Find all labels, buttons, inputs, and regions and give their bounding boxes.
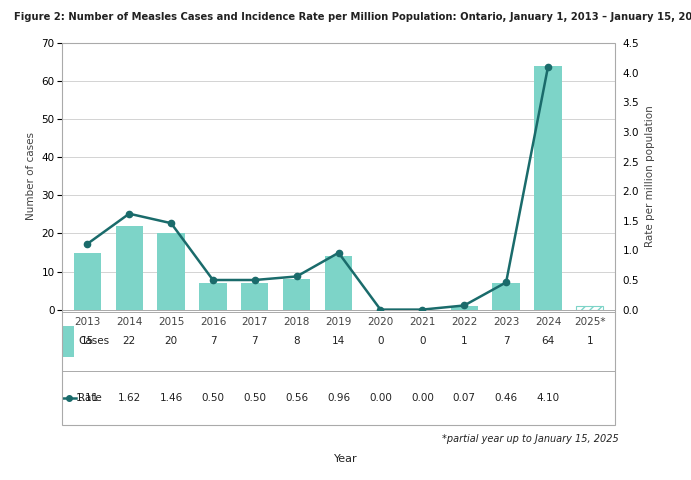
Text: 1: 1 bbox=[461, 336, 468, 347]
FancyBboxPatch shape bbox=[63, 325, 74, 357]
Text: 0.96: 0.96 bbox=[327, 393, 350, 403]
Text: 14: 14 bbox=[332, 336, 346, 347]
Text: 0.07: 0.07 bbox=[453, 393, 475, 403]
Text: 7: 7 bbox=[252, 336, 258, 347]
Text: 64: 64 bbox=[541, 336, 555, 347]
Text: 1.11: 1.11 bbox=[76, 393, 99, 403]
Text: 0.00: 0.00 bbox=[411, 393, 434, 403]
Y-axis label: Rate per million population: Rate per million population bbox=[645, 106, 655, 247]
Text: 8: 8 bbox=[294, 336, 300, 347]
Text: 7: 7 bbox=[209, 336, 216, 347]
Bar bbox=[199, 283, 227, 310]
Text: 15: 15 bbox=[81, 336, 94, 347]
Text: 0.50: 0.50 bbox=[202, 393, 225, 403]
Text: 1.62: 1.62 bbox=[117, 393, 141, 403]
Text: Year: Year bbox=[334, 454, 357, 464]
Text: Rate: Rate bbox=[78, 393, 102, 403]
Bar bbox=[74, 252, 101, 310]
Bar bbox=[325, 256, 352, 310]
Bar bbox=[576, 306, 603, 310]
Text: 0.46: 0.46 bbox=[495, 393, 518, 403]
Text: 0: 0 bbox=[419, 336, 426, 347]
Bar bbox=[534, 66, 562, 310]
Text: 0.56: 0.56 bbox=[285, 393, 308, 403]
Text: 1: 1 bbox=[587, 336, 593, 347]
Text: 0.50: 0.50 bbox=[243, 393, 266, 403]
Bar bbox=[158, 233, 184, 310]
Text: 20: 20 bbox=[164, 336, 178, 347]
Text: 7: 7 bbox=[503, 336, 509, 347]
Text: 4.10: 4.10 bbox=[536, 393, 560, 403]
Bar bbox=[241, 283, 268, 310]
Text: 0: 0 bbox=[377, 336, 384, 347]
Y-axis label: Number of cases: Number of cases bbox=[26, 132, 36, 220]
Bar bbox=[451, 306, 478, 310]
Text: 22: 22 bbox=[122, 336, 136, 347]
Text: Figure 2: Number of Measles Cases and Incidence Rate per Million Population: Ont: Figure 2: Number of Measles Cases and In… bbox=[14, 12, 691, 22]
Bar bbox=[283, 279, 310, 310]
Bar bbox=[115, 226, 143, 310]
Bar bbox=[493, 283, 520, 310]
Text: *partial year up to January 15, 2025: *partial year up to January 15, 2025 bbox=[442, 434, 618, 444]
Text: Cases: Cases bbox=[78, 336, 109, 347]
Text: 1.46: 1.46 bbox=[160, 393, 182, 403]
Text: 0.00: 0.00 bbox=[369, 393, 392, 403]
